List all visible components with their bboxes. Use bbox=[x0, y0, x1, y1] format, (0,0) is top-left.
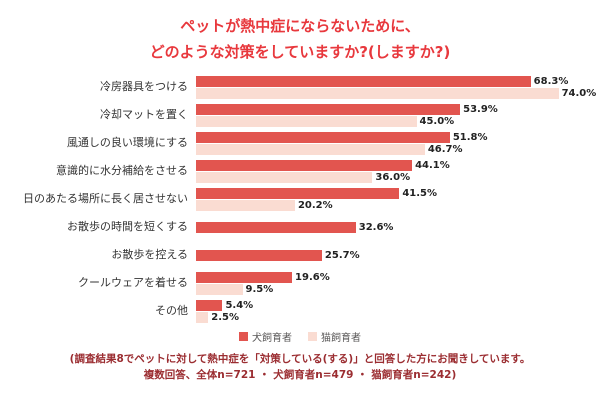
category-label: その他 bbox=[155, 303, 188, 317]
value-label: 74.0% bbox=[561, 87, 597, 99]
value-label: 41.5% bbox=[402, 187, 438, 199]
chart-row: 意識的に水分補給をさせる 44.1% 36.0% bbox=[8, 157, 588, 185]
chart-row: 日のあたる場所に長く居させない 41.5% 20.2% bbox=[8, 185, 588, 213]
bar-line: 53.9% bbox=[196, 103, 588, 115]
bar-chart: 冷房器具をつける 68.3% 74.0% 冷却マットを置く 53.9% 45.0% 風通しの… bbox=[0, 73, 600, 325]
bar-line: 41.5% bbox=[196, 187, 588, 199]
chart-row: お散歩の時間を短くする 32.6% bbox=[8, 213, 588, 241]
cat-owner-bar bbox=[196, 115, 417, 127]
value-label: 53.9% bbox=[463, 103, 498, 115]
bar-line: 20.2% bbox=[196, 199, 588, 211]
category-label: クールウェアを着せる bbox=[78, 275, 188, 289]
dog-owner-bar bbox=[196, 159, 413, 171]
bar-group: 51.8% 46.7% bbox=[196, 131, 588, 155]
category-label: お散歩を控える bbox=[111, 247, 188, 261]
chart-row: 風通しの良い環境にする 51.8% 46.7% bbox=[8, 129, 588, 157]
dog-owner-bar bbox=[196, 249, 322, 261]
bar-line: 46.7% bbox=[196, 143, 588, 155]
value-label: 45.0% bbox=[419, 115, 455, 127]
bar-group: 25.7% bbox=[196, 249, 588, 261]
footnote-line1: (調査結果8でペットに対して熱中症を「対策している(する)」と回答した方にお聞き… bbox=[69, 353, 531, 365]
dog-owner-bar bbox=[196, 75, 531, 87]
chart-row: クールウェアを着せる 19.6% 9.5% bbox=[8, 269, 588, 297]
dog-owner-bar bbox=[196, 187, 400, 199]
value-label: 5.4% bbox=[225, 299, 254, 311]
value-label: 44.1% bbox=[415, 159, 450, 171]
legend-item: 犬飼育者 bbox=[239, 329, 292, 344]
dog-owner-bar bbox=[196, 131, 450, 143]
bar-line: 45.0% bbox=[196, 115, 588, 127]
value-label: 68.3% bbox=[533, 75, 569, 87]
cat-owner-bar bbox=[196, 171, 373, 183]
dog-owner-bar bbox=[196, 221, 356, 233]
value-label: 2.5% bbox=[211, 311, 239, 323]
value-label: 36.0% bbox=[375, 171, 411, 183]
legend-label: 猫飼育者 bbox=[321, 333, 361, 344]
dog-owner-bar bbox=[196, 271, 293, 283]
bar-group: 53.9% 45.0% bbox=[196, 103, 588, 127]
footnote-line2: 複数回答、全体n=721 ・ 犬飼育者n=479 ・ 猫飼育者n=242) bbox=[143, 369, 457, 382]
value-label: 51.8% bbox=[452, 131, 488, 143]
chart-row: 冷房器具をつける 68.3% 74.0% bbox=[8, 73, 596, 101]
bar-line: 25.7% bbox=[196, 249, 588, 261]
value-label: 19.6% bbox=[295, 271, 330, 283]
cat-owner-bar bbox=[196, 283, 243, 295]
category-label: 冷却マットを置く bbox=[100, 107, 188, 121]
bar-line: 32.6% bbox=[196, 221, 588, 233]
bar-line: 5.4% bbox=[196, 299, 588, 311]
bar-line: 68.3% bbox=[196, 75, 588, 87]
dog-owner-bar bbox=[196, 299, 223, 311]
chart-title: ペットが熱中症にならないために、 どのような対策をしていますか?(しますか?) bbox=[0, 14, 600, 65]
bar-group: 5.4% 2.5% bbox=[196, 299, 588, 323]
cat-owner-bar bbox=[196, 311, 209, 323]
bar-line: 74.0% bbox=[196, 87, 596, 99]
bar-line: 51.8% bbox=[196, 131, 588, 143]
value-label: 20.2% bbox=[297, 199, 333, 211]
cat-owner-bar bbox=[196, 199, 295, 211]
chart-title-line1: ペットが熱中症にならないために、 bbox=[180, 17, 420, 35]
bar-group: 41.5% 20.2% bbox=[196, 187, 588, 211]
category-label: 冷房器具をつける bbox=[100, 79, 188, 93]
chart-legend: 犬飼育者 猫飼育者 bbox=[0, 329, 600, 344]
legend-label: 犬飼育者 bbox=[252, 333, 292, 344]
chart-row: お散歩を控える 25.7% bbox=[8, 241, 588, 269]
cat-owner-bar bbox=[196, 87, 559, 99]
category-label: 日のあたる場所に長く居させない bbox=[23, 191, 188, 205]
bar-line: 19.6% bbox=[196, 271, 588, 283]
value-label: 25.7% bbox=[324, 249, 360, 261]
chart-row: 冷却マットを置く 53.9% 45.0% bbox=[8, 101, 588, 129]
bar-group: 19.6% 9.5% bbox=[196, 271, 588, 295]
cat-owner-bar bbox=[196, 143, 425, 155]
value-label: 46.7% bbox=[427, 143, 463, 155]
chart-footnote: (調査結果8でペットに対して熱中症を「対策している(する)」と回答した方にお聞き… bbox=[0, 351, 600, 384]
chart-title-line2: どのような対策をしていますか?(しますか?) bbox=[149, 42, 451, 61]
bar-line: 9.5% bbox=[196, 283, 588, 295]
bar-line: 44.1% bbox=[196, 159, 588, 171]
bar-line: 36.0% bbox=[196, 171, 588, 183]
category-label: 意識的に水分補給をさせる bbox=[56, 163, 188, 177]
cat-owner-swatch-icon bbox=[308, 332, 317, 341]
dog-owner-bar bbox=[196, 103, 461, 115]
dog-owner-swatch-icon bbox=[239, 332, 248, 341]
value-label: 32.6% bbox=[358, 221, 394, 233]
legend-item: 猫飼育者 bbox=[308, 329, 361, 344]
value-label: 9.5% bbox=[245, 283, 274, 295]
bar-group: 32.6% bbox=[196, 221, 588, 233]
category-label: 風通しの良い環境にする bbox=[66, 135, 188, 149]
bar-group: 44.1% 36.0% bbox=[196, 159, 588, 183]
bar-line: 2.5% bbox=[196, 311, 588, 323]
category-label: お散歩の時間を短くする bbox=[67, 219, 188, 233]
bar-group: 68.3% 74.0% bbox=[196, 75, 596, 99]
chart-rows: 冷房器具をつける 68.3% 74.0% 冷却マットを置く 53.9% 45.0% 風通しの… bbox=[8, 73, 596, 325]
chart-row: その他 5.4% 2.5% bbox=[8, 297, 588, 325]
